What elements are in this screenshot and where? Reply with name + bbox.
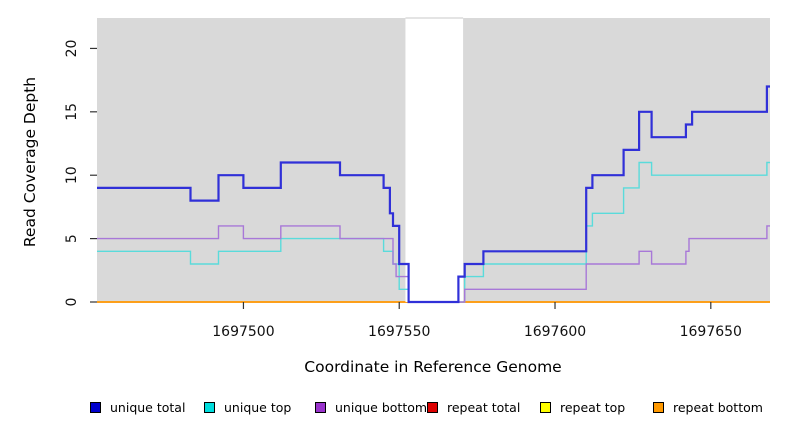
x-axis-title: Coordinate in Reference Genome — [304, 358, 562, 376]
legend-item-unique-bottom: unique bottom — [315, 400, 427, 415]
legend-label: unique bottom — [335, 400, 428, 415]
legend-item-unique-top: unique top — [204, 400, 291, 415]
legend-label: repeat bottom — [673, 400, 763, 415]
legend-swatch-icon — [540, 402, 551, 413]
legend-label: unique top — [224, 400, 292, 415]
legend-swatch-icon — [204, 402, 215, 413]
legend-swatch-icon — [653, 402, 664, 413]
y-axis-title: Read Coverage Depth — [21, 76, 39, 248]
x-tick-label: 1697600 — [524, 324, 586, 340]
legend-swatch-icon — [90, 402, 101, 413]
legend-swatch-icon — [315, 402, 326, 413]
legend-item-repeat-top: repeat top — [540, 400, 625, 415]
gap-band — [405, 17, 464, 302]
x-tick-label: 1697550 — [368, 324, 430, 340]
y-tick-label: 15 — [64, 103, 80, 121]
legend-label: unique total — [110, 400, 186, 415]
legend-item-unique-total: unique total — [90, 400, 185, 415]
y-tick-label: 20 — [64, 40, 80, 58]
x-tick-label: 1697500 — [212, 324, 274, 340]
y-tick-label: 10 — [64, 166, 80, 184]
y-tick-label: 5 — [64, 234, 80, 243]
y-tick-label: 0 — [64, 298, 80, 307]
legend-item-repeat-total: repeat total — [427, 400, 520, 415]
legend-swatch-icon — [427, 402, 438, 413]
series-line-unique-total — [97, 85, 770, 304]
legend-label: repeat total — [447, 400, 521, 415]
x-tick-label: 1697650 — [680, 324, 742, 340]
legend-item-repeat-bottom: repeat bottom — [653, 400, 763, 415]
legend-label: repeat top — [560, 400, 626, 415]
